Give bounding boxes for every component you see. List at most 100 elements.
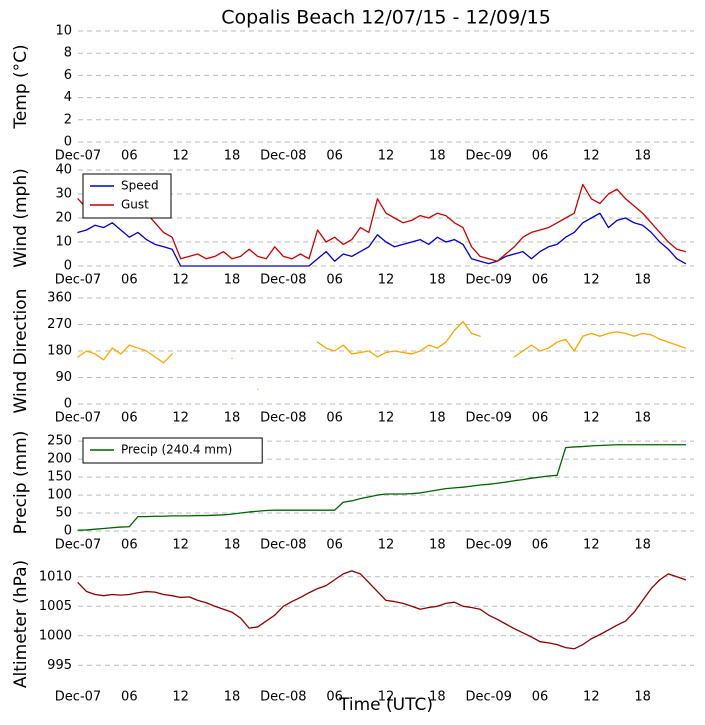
x-tick-label: 18 bbox=[224, 411, 241, 426]
x-tick-label: 06 bbox=[326, 149, 343, 164]
x-tick-label: Dec-08 bbox=[260, 538, 306, 553]
y-tick-label: 40 bbox=[55, 163, 72, 178]
x-tick-label: Dec-08 bbox=[260, 273, 306, 288]
x-tick-label: 06 bbox=[121, 149, 138, 164]
x-tick-label: Dec-07 bbox=[55, 149, 101, 164]
y-tick-label: 20 bbox=[55, 211, 72, 226]
data-line bbox=[77, 183, 687, 262]
x-tick-label: 06 bbox=[326, 273, 343, 288]
x-tick-label: 18 bbox=[429, 690, 446, 705]
y-tick-label: 1010 bbox=[39, 569, 72, 584]
x-tick-label: 06 bbox=[532, 411, 549, 426]
x-tick-label: 12 bbox=[583, 690, 600, 705]
x-tick-label: 06 bbox=[532, 273, 549, 288]
x-tick-label: 18 bbox=[634, 273, 651, 288]
legend: Speed Gust bbox=[82, 173, 172, 219]
x-tick-label: 12 bbox=[378, 149, 395, 164]
data-line bbox=[77, 320, 687, 390]
x-tick-label: 06 bbox=[121, 273, 138, 288]
x-tick-label: Dec-07 bbox=[55, 538, 101, 553]
x-tick-label: Dec-09 bbox=[465, 149, 511, 164]
legend-label: Speed bbox=[121, 179, 159, 193]
x-tick-label: 18 bbox=[224, 690, 241, 705]
x-tick-label: Dec-09 bbox=[465, 538, 511, 553]
x-tick-label: 12 bbox=[378, 690, 395, 705]
x-tick-label: 12 bbox=[583, 411, 600, 426]
x-tick-label: 12 bbox=[583, 149, 600, 164]
y-tick-label: 250 bbox=[47, 434, 72, 449]
x-tick-label: 06 bbox=[121, 411, 138, 426]
x-tick-label: 06 bbox=[532, 690, 549, 705]
y-axis-label: Precip (mm) bbox=[11, 431, 31, 535]
x-tick-label: 12 bbox=[378, 273, 395, 288]
x-axis-label: Time (UTC) bbox=[338, 695, 433, 715]
y-tick-label: 995 bbox=[47, 658, 72, 673]
y-axis-label: Altimeter (hPa) bbox=[11, 560, 31, 688]
y-tick-label: 150 bbox=[47, 470, 72, 485]
x-tick-label: Dec-08 bbox=[260, 149, 306, 164]
x-tick-label: 18 bbox=[429, 411, 446, 426]
x-tick-label: 06 bbox=[532, 149, 549, 164]
x-tick-label: 18 bbox=[429, 538, 446, 553]
y-axis-label: Temp (°C) bbox=[11, 44, 31, 129]
x-tick-label: Dec-09 bbox=[465, 690, 511, 705]
y-tick-label: 1000 bbox=[39, 628, 72, 643]
x-tick-label: 12 bbox=[172, 690, 189, 705]
x-tick-label: 12 bbox=[583, 538, 600, 553]
legend-label: Gust bbox=[121, 198, 149, 212]
x-tick-label: 12 bbox=[378, 411, 395, 426]
y-tick-label: 10 bbox=[55, 24, 72, 39]
data-line bbox=[77, 212, 687, 267]
x-tick-label: 18 bbox=[429, 149, 446, 164]
y-tick-label: 6 bbox=[64, 68, 72, 83]
x-tick-label: 06 bbox=[121, 690, 138, 705]
y-tick-label: 360 bbox=[47, 291, 72, 306]
x-tick-label: 18 bbox=[224, 273, 241, 288]
y-tick-label: 2 bbox=[64, 112, 72, 127]
x-tick-label: Dec-07 bbox=[55, 411, 101, 426]
x-tick-label: Dec-07 bbox=[55, 690, 101, 705]
x-tick-label: 18 bbox=[224, 149, 241, 164]
x-tick-label: 18 bbox=[224, 538, 241, 553]
x-tick-label: 06 bbox=[326, 690, 343, 705]
y-tick-label: 0 bbox=[64, 397, 72, 412]
x-tick-label: 12 bbox=[172, 411, 189, 426]
y-tick-label: 8 bbox=[64, 46, 72, 61]
x-tick-label: Dec-08 bbox=[260, 411, 306, 426]
x-tick-label: 18 bbox=[429, 273, 446, 288]
legend-label: Precip (240.4 mm) bbox=[121, 443, 232, 457]
data-line bbox=[77, 570, 687, 650]
y-tick-label: 200 bbox=[47, 452, 72, 467]
y-axis-label: Wind (mph) bbox=[11, 168, 31, 268]
x-tick-label: 12 bbox=[378, 538, 395, 553]
x-tick-label: 18 bbox=[634, 538, 651, 553]
legend-box bbox=[82, 173, 172, 219]
y-tick-label: 1005 bbox=[39, 599, 72, 614]
x-tick-label: 12 bbox=[583, 273, 600, 288]
x-tick-label: 18 bbox=[634, 411, 651, 426]
x-tick-label: 12 bbox=[172, 538, 189, 553]
y-tick-label: 180 bbox=[47, 344, 72, 359]
legend: Precip (240.4 mm) bbox=[82, 437, 263, 464]
data-line bbox=[77, 444, 687, 531]
x-tick-label: Dec-09 bbox=[465, 411, 511, 426]
y-tick-label: 4 bbox=[64, 90, 72, 105]
x-tick-label: Dec-08 bbox=[260, 690, 306, 705]
x-tick-label: 18 bbox=[634, 149, 651, 164]
chart-title: Copalis Beach 12/07/15 - 12/09/15 bbox=[221, 7, 551, 29]
y-tick-label: 30 bbox=[55, 187, 72, 202]
y-tick-label: 0 bbox=[64, 524, 72, 539]
y-tick-label: 50 bbox=[55, 506, 72, 521]
x-tick-label: 12 bbox=[172, 149, 189, 164]
x-tick-label: Dec-09 bbox=[465, 273, 511, 288]
x-tick-label: 06 bbox=[326, 411, 343, 426]
y-tick-label: 100 bbox=[47, 488, 72, 503]
y-tick-label: 270 bbox=[47, 317, 72, 332]
x-tick-label: 06 bbox=[326, 538, 343, 553]
y-tick-label: 0 bbox=[64, 135, 72, 150]
x-tick-label: 12 bbox=[172, 273, 189, 288]
y-axis-label: Wind Direction bbox=[11, 289, 31, 414]
x-tick-label: Dec-07 bbox=[55, 273, 101, 288]
x-tick-label: 06 bbox=[121, 538, 138, 553]
